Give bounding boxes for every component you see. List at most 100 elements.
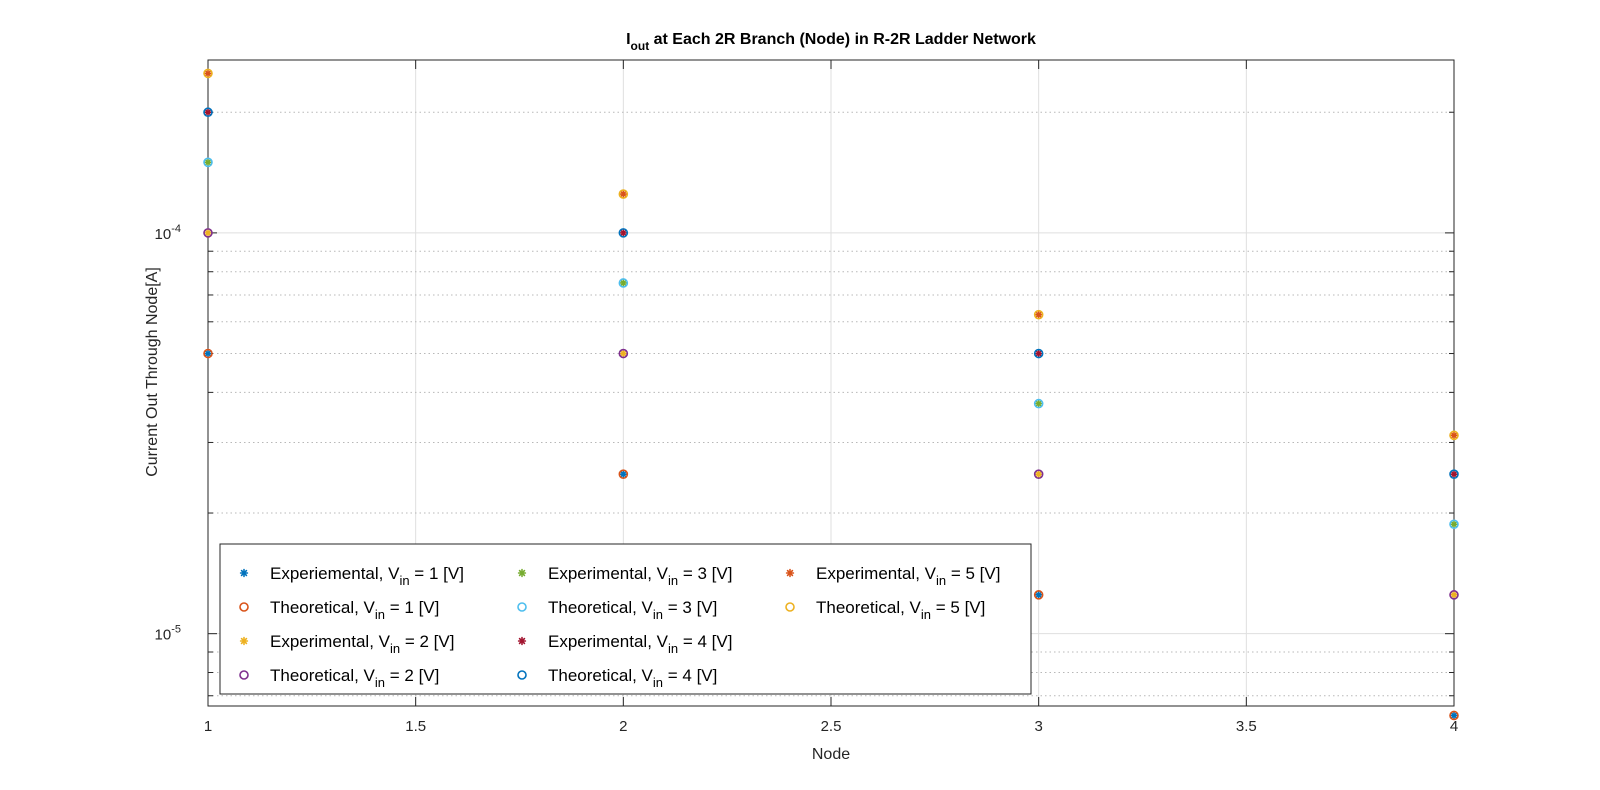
x-tick-label: 3	[1034, 718, 1042, 735]
legend-marker-star	[239, 568, 249, 578]
legend-item: Experiemental, Vin = 1 [V]	[239, 564, 464, 588]
series-8	[203, 107, 1459, 479]
data-point-circle	[618, 278, 629, 288]
x-tick-label: 1.5	[405, 718, 426, 735]
data-point-star	[619, 278, 628, 288]
legend-label: Theoretical, Vin = 5 [V]	[816, 598, 985, 622]
legend-item: Theoretical, Vin = 4 [V]	[517, 666, 717, 690]
data-point-circle	[618, 189, 629, 199]
data-point-star	[619, 349, 628, 358]
legend-label: Experimental, Vin = 2 [V]	[270, 632, 454, 656]
legend-label: Theoretical, Vin = 2 [V]	[270, 666, 439, 690]
data-point-circle	[203, 228, 213, 238]
data-point-circle	[618, 228, 629, 238]
data-point-star	[203, 158, 213, 167]
legend-item: Theoretical, Vin = 1 [V]	[239, 598, 439, 622]
data-point-circle	[618, 348, 629, 359]
data-point-circle	[1449, 710, 1459, 721]
data-point-star	[1034, 469, 1043, 479]
x-tick-label: 1	[204, 718, 212, 735]
x-tick-label: 2	[619, 718, 627, 735]
legend-label: Theoretical, Vin = 3 [V]	[548, 598, 717, 622]
series-10	[203, 68, 1459, 441]
series-2	[203, 348, 1459, 721]
x-tick-label: 3.5	[1236, 718, 1257, 735]
data-point-star	[203, 108, 213, 117]
y-axis-label: Current Out Through Node[A]	[144, 267, 161, 477]
data-point-circle	[1033, 348, 1044, 359]
data-point-circle	[1449, 430, 1459, 441]
data-point-circle	[1449, 469, 1459, 479]
legend-item: Experimental, Vin = 5 [V]	[785, 564, 1000, 588]
legend-item: Experimental, Vin = 4 [V]	[517, 632, 732, 656]
data-point-circle	[1033, 309, 1044, 320]
legend-label: Experiemental, Vin = 1 [V]	[270, 564, 464, 588]
data-point-circle	[203, 348, 213, 359]
legend-box	[219, 543, 1032, 695]
series-4	[203, 228, 1459, 600]
data-point-star	[203, 228, 213, 238]
data-point-circle	[618, 469, 629, 479]
legend-marker-circle	[517, 602, 527, 612]
data-point-star	[1034, 310, 1043, 319]
series-9	[203, 69, 1459, 440]
title-rest: at Each 2R Branch (Node) in R-2R Ladder …	[649, 31, 1036, 48]
chart-title: Iout at Each 2R Branch (Node) in R-2R La…	[626, 31, 1036, 53]
title-main: I	[626, 31, 630, 48]
y-tick-label: 10-5	[155, 624, 181, 644]
data-point-star	[1449, 711, 1459, 720]
y-tick-labels: 10-5 10-4	[155, 223, 181, 644]
plot-frame	[207, 59, 1455, 707]
data-point-star	[1034, 399, 1043, 408]
legend-item: Experimental, Vin = 3 [V]	[517, 564, 732, 588]
series-6	[203, 157, 1459, 530]
data-point-star	[203, 349, 213, 358]
legend-marker-circle	[517, 670, 527, 680]
data-point-star	[203, 69, 213, 78]
data-point-star	[619, 469, 628, 479]
data-point-star	[1034, 349, 1043, 358]
data-point-circle	[1449, 590, 1459, 600]
data-point-star	[619, 189, 628, 199]
data-point-circle	[203, 157, 213, 168]
data-point-star	[1449, 431, 1459, 440]
legend-label: Experimental, Vin = 4 [V]	[548, 632, 732, 656]
series-1	[203, 349, 1459, 720]
legend-marker-circle	[239, 670, 249, 680]
series-5	[203, 158, 1459, 529]
legend-item: Experimental, Vin = 2 [V]	[239, 632, 454, 656]
x-axis-label: Node	[812, 746, 850, 763]
data-point-circle	[1033, 398, 1044, 409]
legend-label: Theoretical, Vin = 4 [V]	[548, 666, 717, 690]
x-tick-labels: 1 1.5 2 2.5 3 3.5 4	[204, 718, 1458, 735]
data-point-circle	[203, 107, 213, 118]
series-7	[203, 108, 1459, 479]
legend-marker-star	[239, 636, 249, 646]
series-3	[203, 228, 1459, 600]
data-point-circle	[1449, 519, 1459, 530]
legend-item: Theoretical, Vin = 5 [V]	[785, 598, 985, 622]
data-point-star	[1449, 590, 1459, 600]
legend-label: Experimental, Vin = 3 [V]	[548, 564, 732, 588]
legend-item: Theoretical, Vin = 3 [V]	[517, 598, 717, 622]
legend-marker-circle	[785, 602, 795, 612]
legend-item: Theoretical, Vin = 2 [V]	[239, 666, 439, 690]
legend-label: Theoretical, Vin = 1 [V]	[270, 598, 439, 622]
data-point-star	[619, 228, 628, 238]
legend-marker-circle	[239, 602, 249, 612]
legend: Experiemental, Vin = 1 [V] Theoretical, V…	[219, 543, 1032, 695]
axis-ticks	[207, 60, 1455, 706]
y-tick-label: 10-4	[155, 223, 181, 243]
legend-marker-star	[517, 636, 527, 646]
x-tick-label: 4	[1450, 718, 1458, 735]
data-point-star	[1034, 590, 1043, 600]
x-tick-label: 2.5	[821, 718, 842, 735]
data-points	[203, 68, 1459, 721]
data-point-circle	[1033, 590, 1044, 600]
legend-label: Experimental, Vin = 5 [V]	[816, 564, 1000, 588]
data-point-circle	[203, 68, 213, 79]
data-point-star	[1449, 520, 1459, 529]
title-subscript: out	[631, 39, 650, 53]
data-point-star	[1449, 469, 1459, 479]
